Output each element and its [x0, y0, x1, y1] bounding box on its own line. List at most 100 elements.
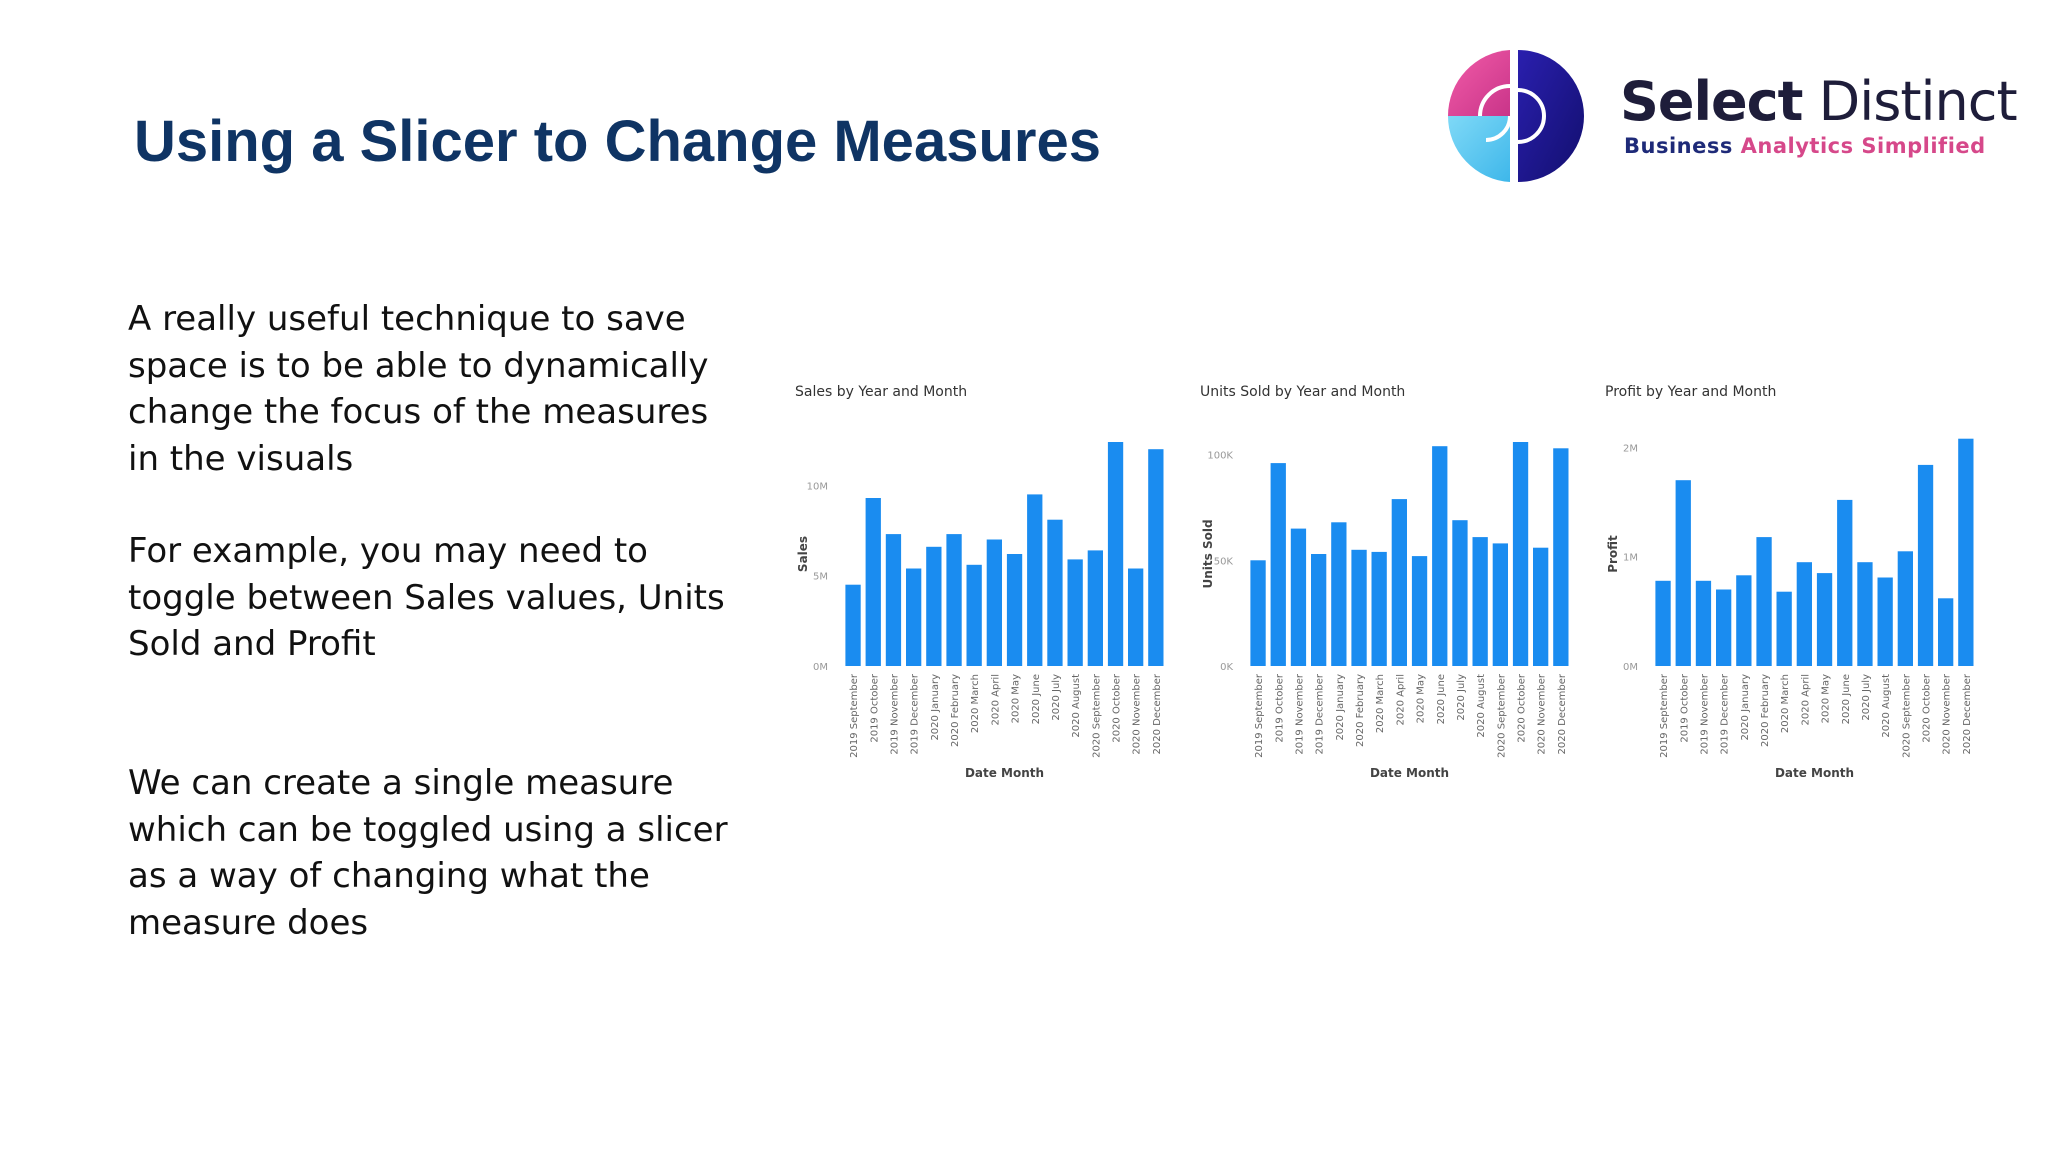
- bar: [1270, 463, 1286, 666]
- x-tick-label: 2020 December: [1557, 673, 1568, 754]
- y-tick-label: 0M: [813, 662, 828, 673]
- bar: [1006, 554, 1023, 666]
- bar: [1716, 589, 1732, 666]
- bar: [946, 534, 962, 666]
- logo-tagline-part2: Analytics Simplified: [1740, 134, 1986, 158]
- bar: [1938, 598, 1954, 666]
- x-tick-label: 2020 April: [1800, 674, 1811, 725]
- x-tick-label: 2020 June: [1841, 674, 1852, 724]
- bar: [1796, 562, 1812, 666]
- x-tick-label: 2019 September: [849, 673, 860, 758]
- bar: [1857, 562, 1873, 666]
- bar: [1290, 528, 1307, 666]
- bar: [1027, 494, 1043, 666]
- charts-panel: Sales by Year and Month 0M 5M 10M Sales 2019 …: [795, 384, 1974, 780]
- chart-3: Profit by Year and Month 0M 1M 2M Profit 2019…: [1605, 384, 1974, 780]
- bar: [1917, 464, 1934, 666]
- bar: [926, 546, 942, 666]
- bar: [1250, 560, 1266, 666]
- bar: [1371, 551, 1387, 666]
- bar: [1331, 522, 1347, 666]
- bar: [1432, 446, 1448, 666]
- logo-mark-icon: [1447, 50, 1584, 182]
- x-tick-label: 2020 July: [1456, 674, 1467, 721]
- y-tick-label: 10M: [807, 481, 828, 492]
- paragraph-1: A really useful technique to save space …: [128, 299, 709, 479]
- x-tick-label: 2020 March: [970, 674, 981, 733]
- bar: [1837, 499, 1853, 666]
- y-tick-label: 100K: [1207, 451, 1233, 462]
- logo-name-regular: Distinct: [1818, 70, 2018, 133]
- bar: [865, 498, 881, 666]
- x-tick-label: 2020 February: [950, 674, 961, 747]
- y-tick-label: 50K: [1214, 556, 1234, 567]
- bar: [1877, 577, 1893, 666]
- select-distinct-logo: Select Distinct Business Analytics Simpl…: [1440, 46, 2020, 196]
- bar: [1452, 520, 1468, 666]
- x-tick-label: 2020 May: [1011, 674, 1022, 723]
- x-tick-label: 2020 January: [930, 674, 941, 741]
- x-tick-label: 2020 July: [1051, 674, 1062, 721]
- x-tick-label: 2020 November: [1132, 673, 1143, 755]
- paragraph-3: We can create a single measure which can…: [128, 763, 728, 943]
- chart-title: Sales by Year and Month: [795, 384, 967, 400]
- chart-title: Profit by Year and Month: [1605, 384, 1776, 400]
- bar: [1087, 550, 1103, 666]
- y-tick-label: 0M: [1623, 662, 1638, 673]
- x-tick-label: 2020 October: [1112, 673, 1123, 743]
- bar: [1311, 554, 1327, 666]
- bar: [1776, 591, 1792, 666]
- x-tick-label: 2020 February: [1355, 674, 1366, 747]
- y-axis-label: Profit: [1606, 535, 1620, 573]
- slide-title: Using a Slicer to Change Measures: [134, 109, 1101, 174]
- x-tick-label: 2020 May: [1416, 674, 1427, 723]
- bar: [1655, 580, 1671, 666]
- y-tick-label: 1M: [1623, 553, 1638, 564]
- x-tick-label: 2020 June: [1031, 674, 1042, 724]
- x-tick-label: 2019 October: [1679, 673, 1690, 743]
- x-tick-label: 2019 September: [1254, 673, 1265, 758]
- bar: [1107, 442, 1124, 666]
- x-tick-label: 2019 November: [1700, 673, 1711, 755]
- x-tick-label: 2020 January: [1335, 674, 1346, 741]
- x-tick-label: 2019 December: [1720, 673, 1731, 754]
- y-axis-label: Units Sold: [1201, 519, 1215, 588]
- y-tick-label: 0K: [1220, 662, 1233, 673]
- bar: [1736, 575, 1752, 666]
- x-tick-label: 2020 October: [1517, 673, 1528, 743]
- bar: [1067, 559, 1083, 666]
- bar: [966, 564, 982, 666]
- x-tick-label: 2020 August: [1881, 674, 1892, 738]
- x-tick-label: 2020 October: [1922, 673, 1933, 743]
- bar: [1411, 556, 1428, 666]
- chart-title: Units Sold by Year and Month: [1200, 384, 1405, 400]
- x-tick-label: 2019 September: [1659, 673, 1670, 758]
- x-tick-label: 2020 April: [1395, 674, 1406, 725]
- x-tick-label: 2020 April: [990, 674, 1001, 725]
- bar: [1553, 448, 1569, 666]
- x-tick-label: 2020 December: [1962, 673, 1973, 754]
- y-tick-label: 5M: [813, 572, 828, 583]
- logo-tagline: Business Analytics Simplified: [1624, 134, 1986, 158]
- bar: [1047, 519, 1063, 666]
- x-tick-label: 2020 November: [1537, 673, 1548, 755]
- x-tick-label: 2020 June: [1436, 674, 1447, 724]
- x-tick-label: 2020 November: [1942, 673, 1953, 755]
- body-text: A really useful technique to save space …: [128, 296, 748, 946]
- x-tick-label: 2020 March: [1375, 674, 1386, 733]
- x-tick-label: 2020 August: [1071, 674, 1082, 738]
- bar: [1472, 537, 1488, 666]
- x-tick-label: 2020 January: [1740, 674, 1751, 741]
- x-tick-label: 2020 May: [1821, 674, 1832, 723]
- bar: [1512, 442, 1529, 666]
- bar: [1675, 480, 1691, 666]
- x-tick-label: 2020 February: [1760, 674, 1771, 747]
- bar: [1351, 549, 1367, 666]
- bar: [1816, 573, 1833, 666]
- x-tick-label: 2020 March: [1780, 674, 1791, 733]
- x-axis-label: Date Month: [965, 766, 1044, 780]
- bar: [986, 539, 1002, 666]
- x-tick-label: 2019 November: [1295, 673, 1306, 755]
- y-tick-label: 2M: [1623, 443, 1638, 454]
- x-tick-label: 2020 September: [1901, 673, 1912, 758]
